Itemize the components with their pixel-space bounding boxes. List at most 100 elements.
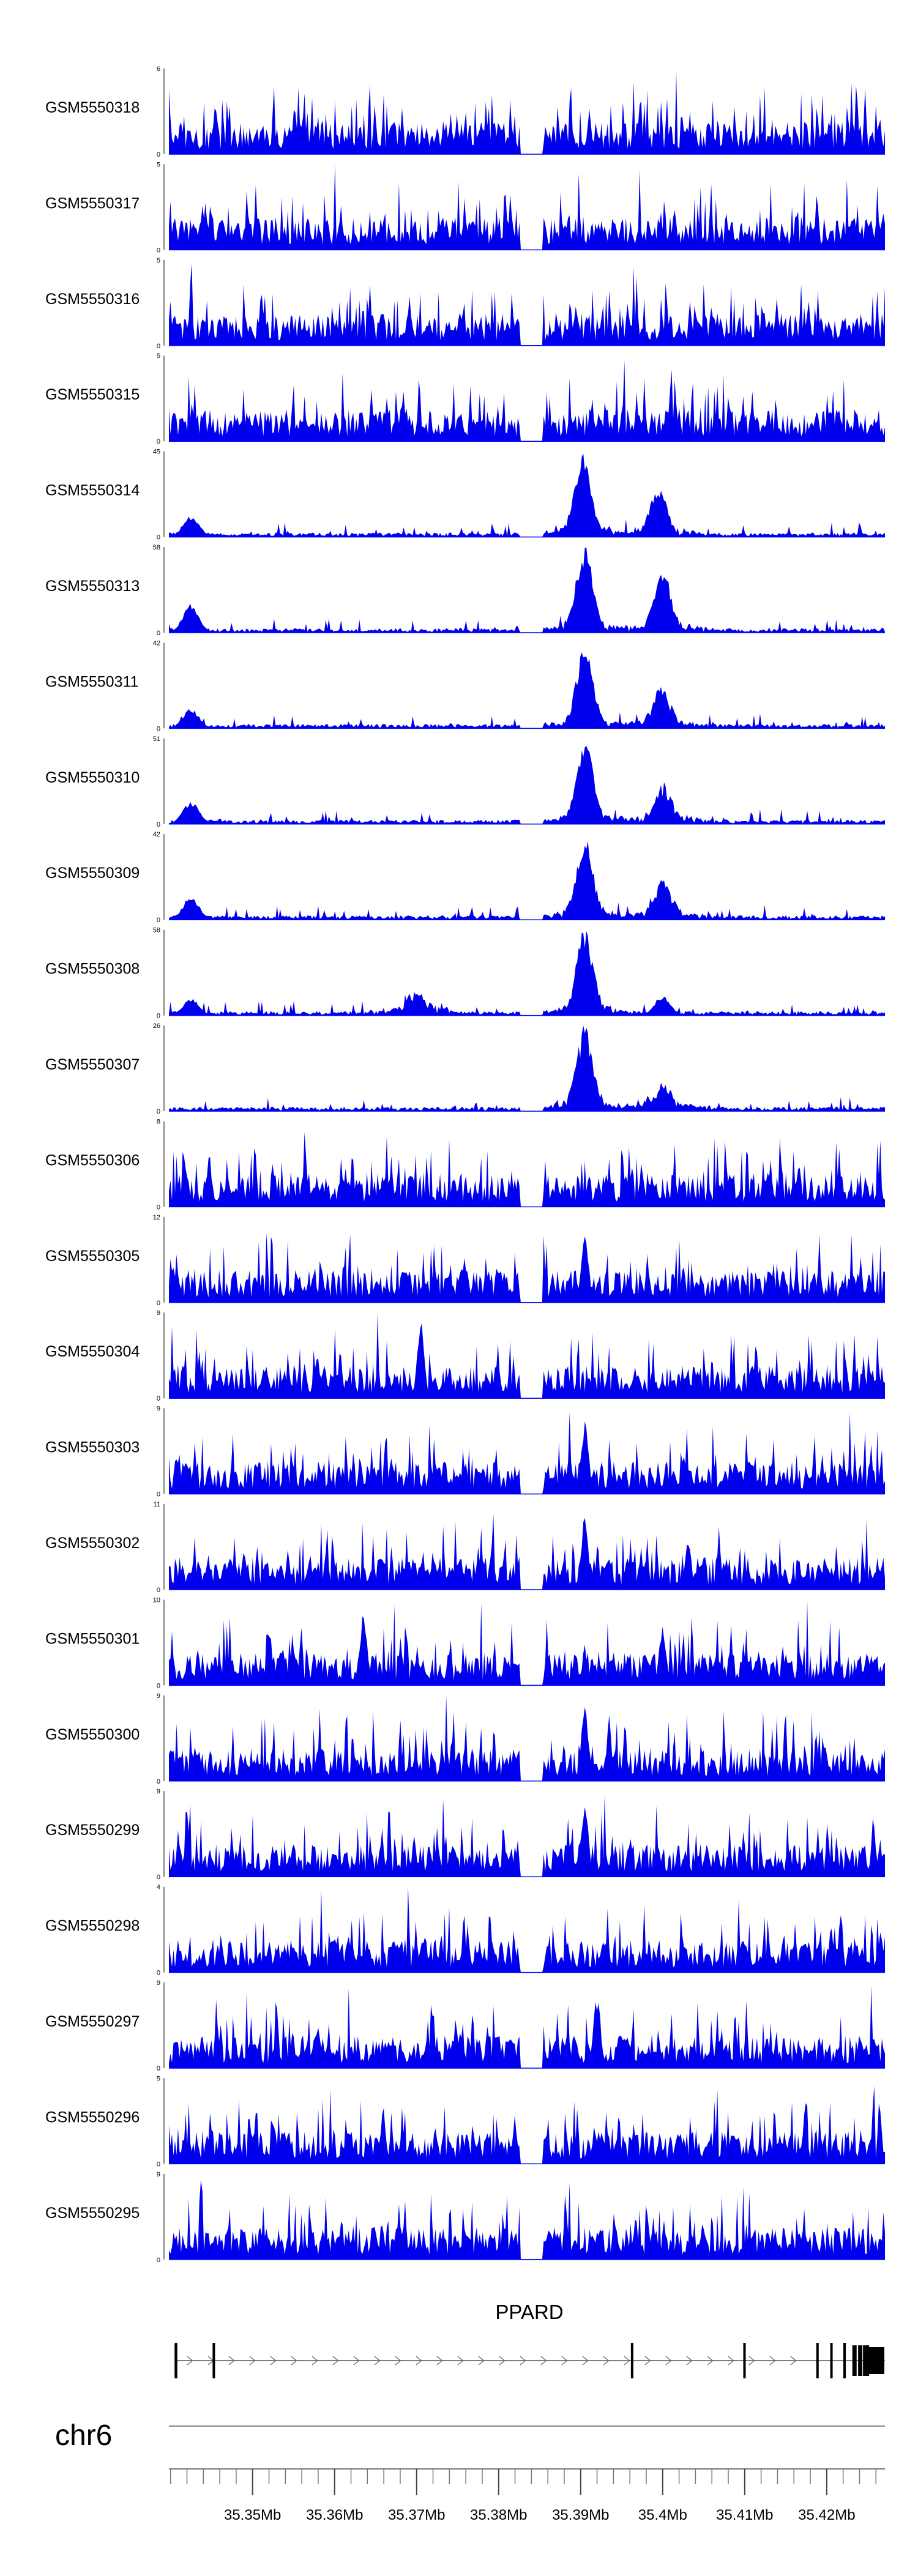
strand-chevron <box>582 2356 589 2366</box>
track-GSM5550300: GSM5550300 9 0 <box>45 1692 885 1785</box>
track-label: GSM5550302 <box>45 1535 140 1552</box>
x-tick-label: 35.4Mb <box>638 2507 687 2523</box>
coverage-signal <box>169 1514 885 1590</box>
y-max-label: 42 <box>153 831 160 838</box>
coverage-signal <box>169 1795 885 1877</box>
exon <box>830 2343 833 2378</box>
track-label: GSM5550296 <box>45 2109 140 2126</box>
y-min-label: 0 <box>157 1491 160 1498</box>
track-GSM5550310: GSM5550310 51 0 <box>45 735 885 828</box>
y-max-label: 12 <box>153 1214 160 1221</box>
x-tick-label: 35.41Mb <box>716 2507 773 2523</box>
strand-chevron <box>478 2356 485 2366</box>
track-GSM5550302: GSM5550302 11 0 <box>45 1501 885 1594</box>
track-label: GSM5550307 <box>45 1056 140 1073</box>
strand-chevron <box>416 2356 422 2366</box>
coverage-signal <box>169 360 885 442</box>
track-GSM5550298: GSM5550298 4 0 <box>45 1884 885 1977</box>
gene-name-label: PPARD <box>495 2301 563 2323</box>
exon <box>843 2343 846 2378</box>
track-GSM5550301: GSM5550301 10 0 <box>45 1596 885 1689</box>
strand-chevron <box>624 2356 630 2366</box>
exon <box>212 2343 215 2378</box>
y-max-label: 8 <box>157 1118 160 1125</box>
track-label: GSM5550301 <box>45 1630 140 1647</box>
strand-chevron <box>769 2356 776 2366</box>
track-GSM5550309: GSM5550309 42 0 <box>45 831 885 924</box>
strand-chevron <box>790 2356 797 2366</box>
track-label: GSM5550299 <box>45 1822 140 1839</box>
y-min-label: 0 <box>157 247 160 254</box>
strand-chevron <box>312 2356 318 2366</box>
y-min-label: 0 <box>157 1682 160 1689</box>
y-max-label: 42 <box>153 639 160 647</box>
coverage-signal <box>169 652 885 729</box>
strand-chevron <box>332 2356 339 2366</box>
track-GSM5550299: GSM5550299 9 0 <box>45 1788 885 1881</box>
coverage-tracks: GSM555031860GSM555031750GSM555031650GSM5… <box>45 65 885 2264</box>
strand-chevron <box>499 2356 506 2366</box>
y-max-label: 9 <box>157 1309 160 1317</box>
strand-chevron <box>374 2356 381 2366</box>
exon <box>816 2343 819 2378</box>
track-label: GSM5550308 <box>45 961 140 978</box>
coverage-signal <box>169 1695 885 1781</box>
strand-chevron <box>249 2356 256 2366</box>
track-GSM5550304: GSM5550304 9 0 <box>45 1309 885 1402</box>
coverage-signal <box>169 71 885 155</box>
coverage-signal <box>169 453 885 537</box>
y-min-label: 0 <box>157 1874 160 1881</box>
track-GSM5550308: GSM5550308 58 0 <box>45 927 885 1020</box>
strand-chevron <box>707 2356 714 2366</box>
track-GSM5550317: GSM5550317 5 0 <box>45 161 885 254</box>
y-min-label: 0 <box>157 1204 160 1211</box>
track-label: GSM5550310 <box>45 769 140 786</box>
y-min-label: 0 <box>157 1013 160 1020</box>
y-min-label: 0 <box>157 2161 160 2168</box>
coverage-signal <box>169 746 885 824</box>
track-GSM5550305: GSM5550305 12 0 <box>45 1214 885 1307</box>
track-label: GSM5550315 <box>45 386 140 403</box>
y-max-label: 11 <box>154 1501 160 1508</box>
track-GSM5550296: GSM5550296 5 0 <box>45 2075 885 2168</box>
y-min-label: 0 <box>157 1395 160 1402</box>
y-min-label: 0 <box>157 917 160 924</box>
y-min-label: 0 <box>157 151 160 158</box>
coverage-signal <box>169 262 885 346</box>
y-min-label: 0 <box>157 821 160 828</box>
track-label: GSM5550304 <box>45 1343 140 1360</box>
track-label: GSM5550300 <box>45 1726 140 1743</box>
y-min-label: 0 <box>157 1778 160 1785</box>
track-label: GSM5550317 <box>45 195 140 212</box>
strand-chevron <box>270 2356 277 2366</box>
y-min-label: 0 <box>157 438 160 445</box>
y-min-label: 0 <box>157 725 160 732</box>
strand-chevron <box>561 2356 568 2366</box>
chromosome-axis: chr6 35.35Mb 35.36Mb 35.37Mb 35.38Mb 35.39Mb… <box>55 2419 885 2523</box>
y-max-label: 9 <box>157 1979 160 1987</box>
track-GSM5550303: GSM5550303 9 0 <box>45 1405 885 1498</box>
strand-chevron <box>395 2356 401 2366</box>
track-GSM5550307: GSM5550307 26 0 <box>45 1022 885 1115</box>
track-label: GSM5550306 <box>45 1152 140 1169</box>
y-max-label: 58 <box>153 544 160 551</box>
coverage-signal <box>169 2086 885 2164</box>
coverage-signal <box>169 1601 885 1686</box>
exon <box>743 2343 746 2378</box>
strand-chevron <box>728 2356 734 2366</box>
coverage-signal <box>169 1233 885 1303</box>
y-max-label: 51 <box>153 735 160 743</box>
y-max-label: 5 <box>157 161 160 168</box>
chromosome-label: chr6 <box>55 2419 112 2452</box>
coverage-signal <box>169 164 885 250</box>
track-GSM5550318: GSM5550318 6 0 <box>45 65 885 158</box>
y-max-label: 4 <box>157 1884 160 1891</box>
track-label: GSM5550316 <box>45 291 140 308</box>
y-min-label: 0 <box>157 630 160 637</box>
y-max-label: 58 <box>153 927 160 934</box>
strand-chevron <box>748 2356 755 2366</box>
strand-chevron <box>436 2356 443 2366</box>
x-tick-label: 35.35Mb <box>224 2507 281 2523</box>
exon <box>863 2345 870 2376</box>
track-GSM5550315: GSM5550315 5 0 <box>45 352 885 445</box>
